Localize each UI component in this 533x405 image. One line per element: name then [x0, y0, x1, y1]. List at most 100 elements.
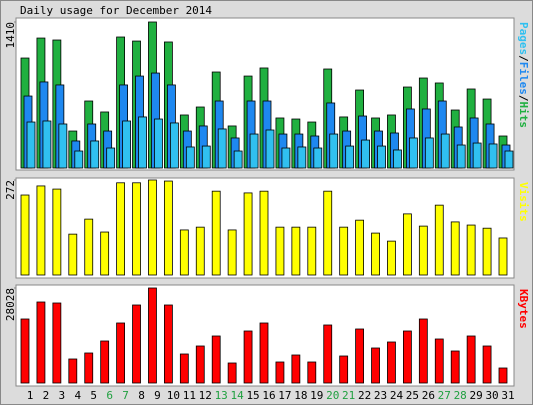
y-tick-label: 1410 [4, 22, 17, 49]
bar [281, 147, 291, 169]
x-tick-label: 11 [183, 389, 196, 402]
legend-entry: Hits [517, 102, 530, 129]
bar [227, 362, 237, 384]
bar [116, 322, 125, 384]
x-tick-label: 8 [138, 389, 145, 402]
bar [402, 330, 412, 384]
x-tick-label: 31 [501, 389, 514, 402]
bar [434, 338, 444, 384]
legend-separator: / [517, 55, 530, 62]
bar [154, 118, 163, 169]
bar [456, 144, 466, 169]
legend-entry: Visits [517, 182, 530, 222]
bar [68, 358, 78, 384]
bar [313, 147, 323, 169]
x-tick-label: 3 [59, 389, 66, 402]
bar [148, 287, 157, 384]
bar [249, 133, 259, 169]
bar [116, 182, 125, 276]
x-tick-label: 10 [167, 389, 180, 402]
bar [297, 146, 307, 169]
legend: KBytes [517, 289, 530, 329]
bar [106, 147, 116, 169]
bar [138, 116, 147, 169]
bar [211, 335, 221, 384]
bar [504, 150, 514, 169]
bar [355, 328, 365, 384]
x-tick-label: 22 [358, 389, 371, 402]
bar [434, 204, 444, 276]
bar [355, 219, 365, 276]
x-tick-label: 28 [454, 389, 467, 402]
bar [42, 120, 52, 169]
bar [291, 354, 301, 384]
x-tick-label: 23 [374, 389, 387, 402]
x-tick-label: 16 [262, 389, 275, 402]
x-tick-label: 21 [342, 389, 355, 402]
bar [377, 145, 386, 169]
chart-title: Daily usage for December 2014 [20, 4, 212, 17]
bar [211, 190, 221, 276]
bar [195, 226, 205, 276]
x-tick-label: 2 [43, 389, 50, 402]
legend: Pages/Files/Hits [517, 22, 530, 128]
bar [498, 367, 508, 384]
x-tick-label: 6 [106, 389, 113, 402]
bar [440, 133, 450, 169]
y-tick-label: 272 [4, 180, 17, 200]
bar [408, 137, 418, 169]
bar [371, 347, 380, 384]
bar [90, 140, 100, 169]
bar [393, 149, 402, 169]
bar [20, 318, 30, 384]
bar [100, 231, 110, 276]
bar [329, 133, 339, 169]
bar [243, 330, 253, 384]
bar [132, 304, 141, 384]
bar [387, 240, 396, 276]
bar [227, 229, 237, 276]
x-tick-label: 1 [27, 389, 34, 402]
bar [450, 221, 460, 276]
bar [466, 224, 476, 276]
x-tick-label: 9 [154, 389, 161, 402]
bar [265, 129, 275, 169]
bar [307, 361, 317, 384]
bar [361, 139, 371, 169]
bar [185, 146, 195, 169]
x-tick-label: 19 [310, 389, 323, 402]
bar [482, 227, 492, 276]
bar [275, 361, 285, 384]
bar [148, 179, 157, 276]
bar [339, 355, 349, 384]
bar [122, 120, 131, 169]
bar [233, 150, 243, 169]
bar [169, 122, 179, 169]
x-tick-label: 12 [199, 389, 212, 402]
bar [26, 121, 36, 169]
bar [20, 194, 30, 276]
bar [345, 145, 355, 169]
legend-entry: KBytes [517, 289, 530, 329]
bar [179, 353, 189, 384]
bar [488, 143, 498, 169]
bar [424, 137, 434, 169]
x-tick-label: 27 [438, 389, 451, 402]
bar [132, 182, 141, 276]
bar [339, 226, 349, 276]
bar [323, 324, 333, 384]
x-tick-label: 25 [406, 389, 419, 402]
bar [466, 335, 476, 384]
x-tick-label: 26 [422, 389, 435, 402]
bar [418, 225, 428, 276]
x-tick-label: 14 [231, 389, 245, 402]
bar [84, 352, 94, 384]
bar [36, 301, 46, 384]
x-tick-label: 13 [215, 389, 228, 402]
x-tick-label: 15 [246, 389, 259, 402]
legend-entry: Files [517, 62, 530, 95]
bar [275, 226, 285, 276]
legend-separator: / [517, 95, 530, 102]
legend-entry: Pages [517, 22, 530, 55]
